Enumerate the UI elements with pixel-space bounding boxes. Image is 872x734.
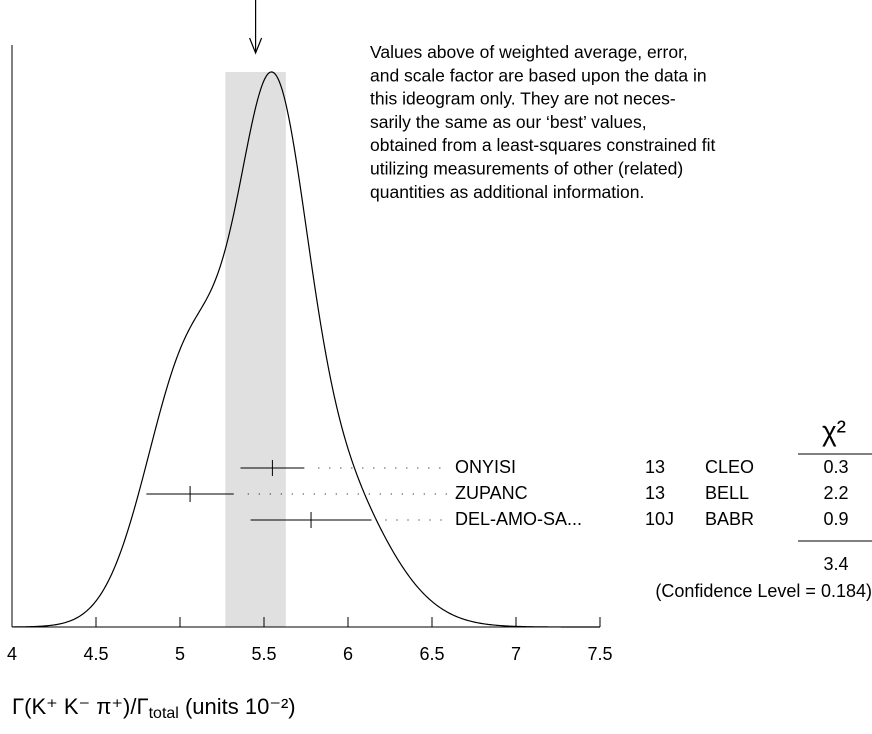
x-tick-label: 7 (511, 644, 521, 664)
note-line: this ideogram only. They are not neces- (370, 88, 676, 108)
x-tick-label: 4 (7, 644, 17, 664)
author: ZUPANC (455, 483, 528, 503)
author: DEL-AMO-SA... (455, 509, 582, 529)
document: 13 (645, 483, 665, 503)
confidence-level: (Confidence Level = 0.184) (655, 581, 872, 601)
chi2-header: χ² (822, 415, 846, 446)
note-line: obtained from a least-squares constraine… (370, 135, 715, 155)
x-tick-label: 4.5 (83, 644, 108, 664)
chi2: 0.9 (823, 509, 848, 529)
x-tick-label: 7.5 (587, 644, 612, 664)
experiment: BELL (705, 483, 749, 503)
note-line: quantities as additional information. (370, 181, 644, 201)
note-line: sarily the same as our ‘best’ values, (370, 112, 647, 132)
note-line: utilizing measurements of other (related… (370, 158, 683, 178)
author: ONYISI (455, 457, 516, 477)
x-tick-label: 5 (175, 644, 185, 664)
note: Values above of weighted average, error,… (370, 42, 715, 202)
x-label-sub: total (149, 705, 179, 722)
note-line: Values above of weighted average, error, (370, 42, 688, 62)
x-tick-label: 6.5 (419, 644, 444, 664)
x-tick-label: 5.5 (251, 644, 276, 664)
document: 13 (645, 457, 665, 477)
chi2-total: 3.4 (823, 554, 848, 574)
experiment: CLEO (705, 457, 754, 477)
x-label-tail: (units 10⁻²) (179, 694, 296, 719)
average-band (225, 72, 286, 627)
chi2: 0.3 (823, 457, 848, 477)
x-tick-label: 6 (343, 644, 353, 664)
chi2: 2.2 (823, 483, 848, 503)
x-label-main: Γ(K⁺ K⁻ π⁺)/Γ (12, 694, 149, 719)
ideogram-curve (12, 71, 600, 628)
x-axis-label: Γ(K⁺ K⁻ π⁺)/Γtotal (units 10⁻²) (12, 694, 296, 722)
note-line: and scale factor are based upon the data… (370, 65, 707, 85)
average-arrow-head (249, 37, 263, 55)
experiment: BABR (705, 509, 754, 529)
document: 10J (645, 509, 674, 529)
